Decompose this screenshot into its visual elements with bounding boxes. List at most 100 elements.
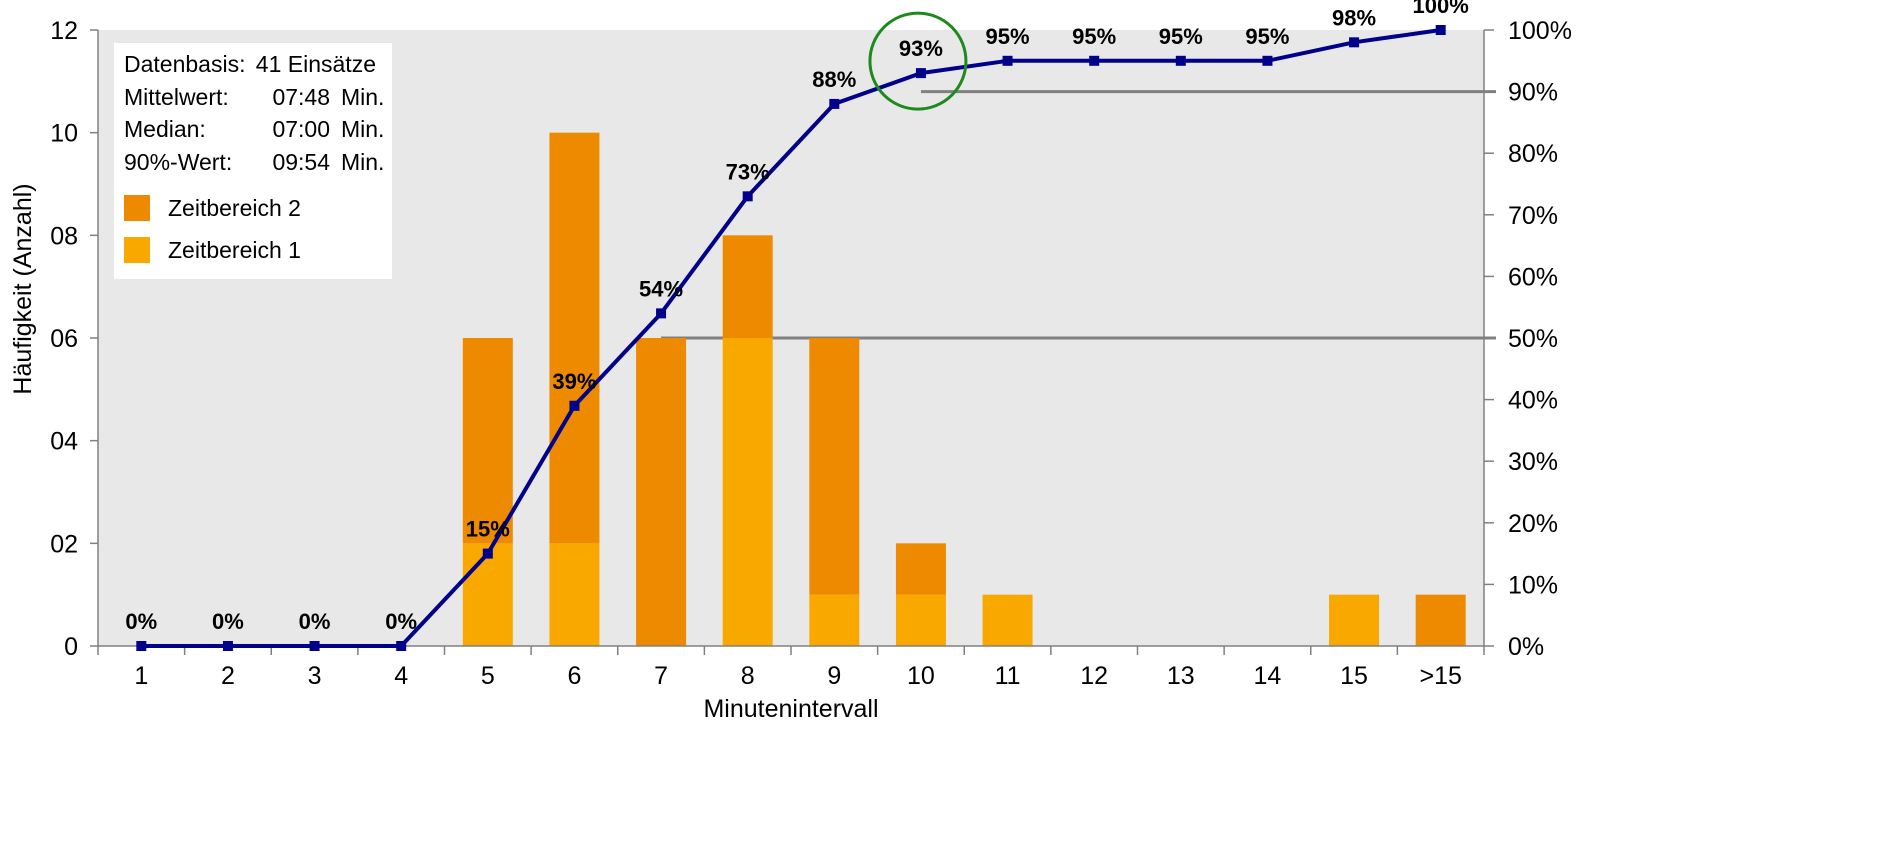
line-marker-11: [1002, 55, 1013, 66]
bar-zeitbereich-1-15: [1329, 594, 1380, 646]
line-marker-7: [656, 308, 667, 319]
x-tick-label: 10: [907, 662, 935, 690]
legend-label-zeitbereich-2: Zeitbereich 2: [168, 195, 301, 221]
percent-label-11: 95%: [986, 24, 1030, 49]
x-tick-label: 15: [1340, 662, 1368, 690]
info-value-mittelwert: 07:48: [272, 84, 330, 110]
line-marker-1: [136, 641, 147, 651]
percent-label-14: 95%: [1245, 24, 1289, 49]
line-marker->15: [1435, 25, 1446, 35]
line-marker-2: [222, 641, 233, 651]
line-marker-14: [1262, 55, 1273, 66]
info-unit-median: Min.: [341, 116, 384, 142]
percent-label-12: 95%: [1072, 24, 1116, 49]
x-tick-label: 7: [654, 662, 668, 690]
percent-label-7: 54%: [639, 276, 683, 301]
info-label-mittelwert: Mittelwert:: [124, 84, 229, 110]
percent-label->15: 100%: [1413, 0, 1469, 18]
y-tick-label: 06: [50, 325, 78, 353]
info-value-median: 07:00: [272, 116, 330, 142]
x-tick-label: 2: [221, 662, 235, 690]
bar-zeitbereich-2-7: [636, 338, 687, 646]
cumulative-line-path: [141, 28, 1441, 648]
y-tick-label: 10: [50, 120, 78, 148]
x-tick-label: >15: [1419, 662, 1461, 690]
line-marker-6: [569, 400, 580, 411]
bar-zeitbereich-2-10: [895, 543, 946, 595]
info-box: Datenbasis: 41 Einsätze Mittelwert: 07:4…: [114, 43, 392, 279]
x-tick-label: 14: [1254, 662, 1282, 690]
bar-zeitbereich-2-8: [722, 235, 773, 338]
x-tick-label: 4: [394, 662, 408, 690]
percent-label-4: 0%: [385, 609, 417, 634]
y-tick-label: 04: [50, 428, 78, 456]
y-axis-title: Häufigkeit (Anzahl): [9, 183, 37, 394]
y2-tick-label: 0%: [1508, 633, 1544, 661]
x-tick-label: 5: [481, 662, 495, 690]
x-tick-label: 1: [134, 662, 148, 690]
y2-tick-label: 30%: [1508, 448, 1558, 476]
y2-tick-label: 40%: [1508, 387, 1558, 415]
percent-label-9: 88%: [812, 67, 856, 92]
x-tick-label: 9: [827, 662, 841, 690]
info-unit-90-wert: Min.: [341, 149, 384, 175]
x-tick-label: 11: [995, 662, 1021, 690]
line-marker-4: [396, 641, 407, 651]
y-tick-label: 0: [64, 633, 78, 661]
info-value-90-wert: 09:54: [272, 149, 330, 175]
info-label-datenbasis: Datenbasis:: [124, 51, 245, 77]
line-marker-13: [1175, 55, 1186, 66]
y2-tick-label: 20%: [1508, 510, 1558, 538]
x-axis-title: Minutenintervall: [703, 695, 878, 723]
bar-zeitbereich-2-6: [549, 132, 600, 544]
bar-zeitbereich-1-5: [462, 543, 513, 646]
legend-swatch-zeitbereich-1: [124, 237, 150, 263]
y2-tick-label: 10%: [1508, 571, 1558, 599]
percent-label-6: 39%: [552, 369, 596, 394]
bars: [462, 132, 1466, 646]
bar-zeitbereich-1-9: [809, 594, 860, 646]
bar-zeitbereich-2->15: [1415, 594, 1466, 646]
percent-label-15: 98%: [1332, 5, 1376, 30]
legend-label-zeitbereich-1: Zeitbereich 1: [168, 237, 301, 263]
info-box-background: [114, 43, 392, 279]
info-value-datenbasis: 41 Einsätze: [256, 51, 376, 77]
percent-label-3: 0%: [299, 609, 331, 634]
bar-zeitbereich-1-6: [549, 543, 600, 646]
bar-zeitbereich-2-9: [809, 338, 860, 595]
percent-label-1: 0%: [125, 609, 157, 634]
x-tick-label: 12: [1080, 662, 1108, 690]
y2-tick-label: 100%: [1508, 17, 1572, 45]
reference-lines: [661, 90, 1496, 340]
x-tick-label: 6: [567, 662, 581, 690]
bar-zeitbereich-1-10: [895, 594, 946, 646]
y-tick-label: 02: [50, 530, 78, 558]
y2-tick-label: 60%: [1508, 263, 1558, 291]
percent-label-8: 73%: [726, 159, 770, 184]
percent-labels: 0% 0% 0% 0% 15% 39% 54% 73% 88% 93% 95% 95% 95% 95% 98…: [125, 0, 1468, 634]
y2-tick-label: 80%: [1508, 140, 1558, 168]
y-tick-label: 12: [50, 17, 78, 45]
line-marker-12: [1089, 55, 1100, 66]
bar-zeitbereich-1-8: [722, 338, 773, 646]
highlight-circle: [868, 11, 968, 111]
x-tick-label: 8: [741, 662, 755, 690]
percent-label-5: 15%: [466, 517, 510, 542]
line-marker-10: [915, 68, 926, 79]
y-tick-label: 08: [50, 222, 78, 250]
y2-tick-label: 50%: [1508, 325, 1558, 353]
y2-tick-label: 70%: [1508, 202, 1558, 230]
cumulative-line: [136, 25, 1446, 651]
bar-zeitbereich-1-11: [982, 594, 1033, 646]
bar-zeitbereich-2-5: [462, 338, 513, 544]
y2-tick-label: 90%: [1508, 79, 1558, 107]
legend-swatch-zeitbereich-2: [124, 195, 150, 221]
line-marker-9: [829, 98, 840, 109]
info-unit-mittelwert: Min.: [341, 84, 384, 110]
info-label-90-wert: 90%-Wert:: [124, 149, 232, 175]
line-marker-15: [1349, 37, 1360, 48]
line-marker-5: [482, 548, 493, 559]
percent-label-10: 93%: [899, 36, 943, 61]
percent-label-2: 0%: [212, 609, 244, 634]
